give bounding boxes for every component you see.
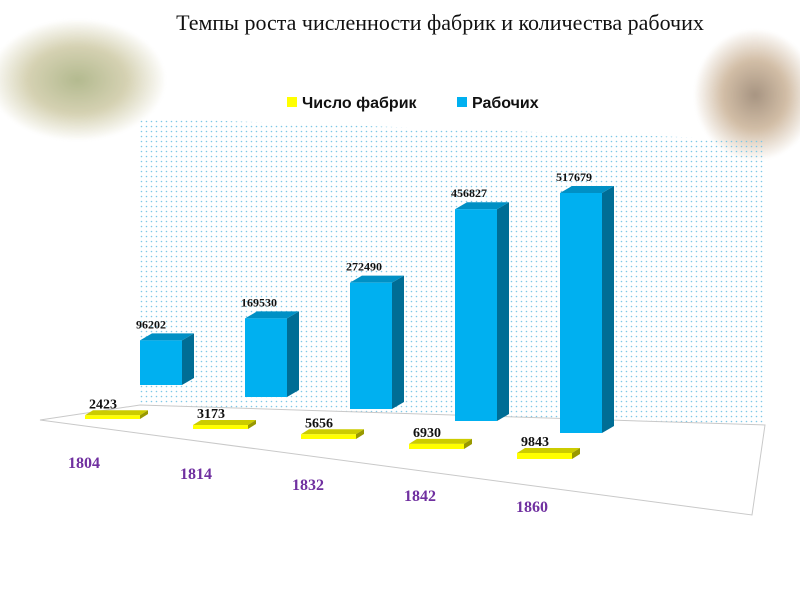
factories-data-label: 5656	[305, 416, 333, 431]
back-wall	[140, 118, 765, 425]
workers-bar-top	[350, 275, 404, 283]
factories-bar	[193, 425, 248, 429]
workers-bar	[245, 318, 287, 397]
workers-bar-side	[287, 311, 299, 397]
workers-bar-top	[560, 186, 614, 193]
workers-data-label: 456827	[451, 186, 487, 200]
factories-bar	[301, 434, 356, 439]
legend-label-factories: Число фабрик	[302, 95, 418, 112]
legend-swatch-workers	[457, 97, 467, 107]
workers-data-label: 169530	[241, 295, 277, 309]
factories-bar-top	[85, 410, 148, 416]
workers-bar-top	[140, 333, 194, 341]
workers-bar	[560, 193, 602, 433]
workers-bar-side	[602, 186, 614, 433]
factories-bar-side	[356, 429, 364, 439]
legend-swatch-factories	[287, 97, 297, 107]
factories-data-label: 3173	[197, 407, 225, 422]
factories-data-label: 6930	[413, 426, 441, 441]
workers-data-label: 96202	[136, 317, 166, 331]
workers-bar-side	[497, 202, 509, 421]
factories-bar-side	[248, 420, 256, 429]
factory-painting-image	[0, 20, 165, 140]
chart-floor	[39, 404, 766, 516]
workers-bar-side	[182, 333, 194, 385]
factories-bar-side	[464, 438, 472, 449]
workers-data-label: 517679	[556, 170, 592, 184]
factories-bar-top	[517, 448, 580, 453]
category-label: 1804	[68, 455, 100, 472]
factories-data-label: 2423	[89, 397, 117, 412]
workers-bar	[350, 282, 392, 409]
category-label: 1860	[516, 499, 548, 516]
factories-data-label: 9843	[521, 435, 549, 450]
factories-bar-side	[572, 448, 580, 459]
category-label: 1832	[292, 477, 324, 494]
factories-bar-top	[193, 420, 256, 426]
category-label: 1842	[404, 488, 436, 505]
legend-label-workers: Рабочих	[472, 95, 539, 112]
workers-data-label: 272490	[346, 260, 382, 274]
workers-bar-top	[245, 311, 299, 319]
factories-bar-top	[301, 429, 364, 435]
factories-bar-top	[409, 438, 472, 444]
factories-bar-side	[140, 410, 148, 419]
factories-bar	[517, 453, 572, 459]
workers-bar-side	[392, 275, 404, 409]
factories-bar	[85, 415, 140, 419]
workers-bar	[455, 209, 497, 421]
workers-bar-top	[455, 202, 509, 210]
legend: Число фабрик Рабочих	[287, 95, 539, 112]
category-label: 1814	[180, 466, 212, 483]
factories-bar	[409, 443, 464, 449]
chart-title: Темпы роста численности фабрик и количес…	[176, 10, 704, 35]
workers-bar	[140, 340, 182, 385]
